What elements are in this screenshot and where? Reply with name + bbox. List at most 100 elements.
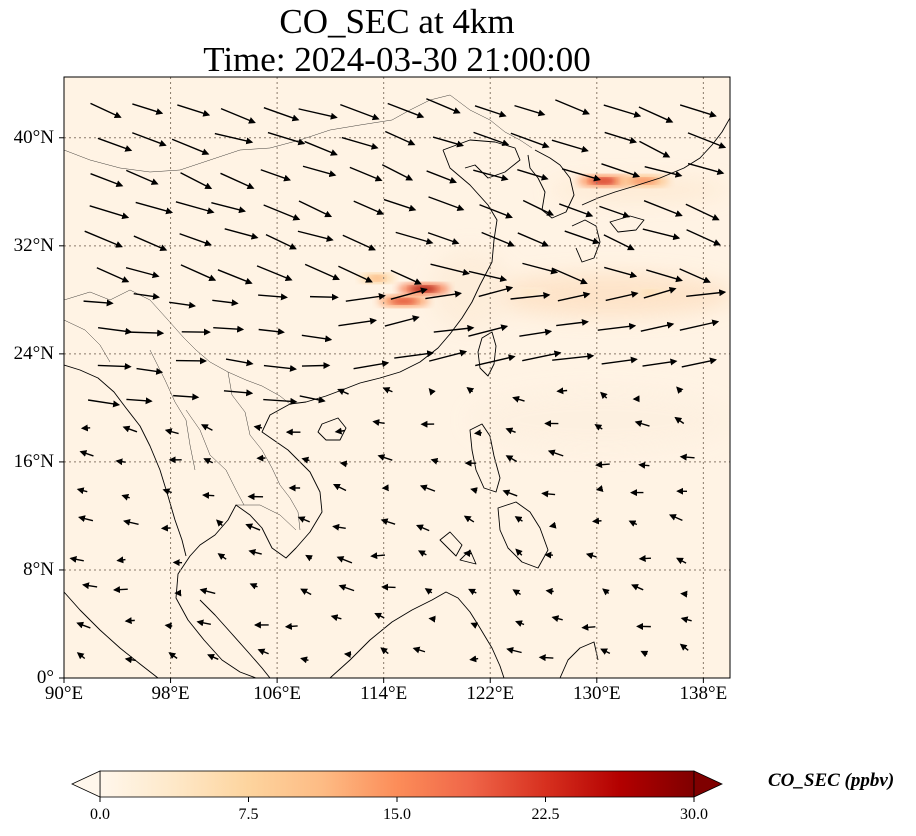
wind-arrow [686, 229, 721, 246]
wind-arrow [130, 329, 165, 337]
wind-arrow [426, 170, 458, 184]
lon-label: 130°E [572, 683, 621, 704]
wind-arrow [428, 387, 436, 396]
wind-arrow [258, 328, 285, 336]
wind-arrow [132, 103, 164, 115]
wind-arrow [284, 622, 298, 630]
border-thailand [185, 409, 245, 506]
wind-arrow [412, 646, 426, 654]
coastline-layer [64, 117, 730, 678]
wind-arrow [220, 172, 255, 189]
coastline-philippines-south [497, 501, 549, 569]
wind-arrow [301, 334, 333, 343]
wind-arrow [548, 521, 557, 529]
wind-arrow [547, 449, 564, 457]
border-cambodia [236, 504, 297, 531]
wind-arrow [687, 132, 727, 149]
lat-label: 0° [36, 667, 54, 688]
wind-arrow [133, 235, 168, 251]
wind-arrow [416, 524, 430, 532]
wind-arrow [211, 201, 246, 214]
wind-arrow [551, 267, 588, 285]
wind-arrow [679, 319, 720, 331]
lon-label: 114°E [360, 683, 408, 704]
co-hotspot [409, 286, 438, 293]
wind-arrow [538, 654, 554, 662]
wind-arrow [136, 367, 164, 375]
wind-arrow [225, 358, 254, 367]
wind-arrow [628, 520, 638, 527]
border-mongolia [64, 94, 451, 173]
wind-arrow [76, 487, 88, 495]
coastline-malay [199, 599, 271, 678]
wind-arrow [601, 163, 641, 178]
border-russia [449, 94, 533, 149]
wind-arrow [474, 105, 507, 118]
wind-arrow [382, 387, 393, 394]
wind-arrow [592, 517, 602, 525]
border-layer [64, 94, 533, 531]
wind-arrow [126, 169, 159, 185]
wind-arrow [338, 317, 378, 327]
wind-arrow [196, 619, 211, 627]
wind-arrow [180, 264, 217, 281]
wind-arrow [80, 424, 91, 432]
wind-arrow [203, 458, 214, 465]
wind-arrow [679, 453, 695, 461]
wind-vectors [69, 98, 727, 664]
wind-arrow [89, 205, 130, 220]
wind-arrow [212, 299, 239, 307]
wind-arrow [175, 201, 215, 215]
wind-arrow [330, 614, 342, 622]
lon-label: 138°E [679, 683, 728, 704]
wind-arrow [304, 140, 338, 156]
wind-arrow [169, 301, 196, 309]
wind-arrow [556, 318, 589, 327]
wind-arrow [332, 483, 347, 492]
wind-arrow [473, 169, 509, 182]
coastline-bohai [442, 139, 521, 179]
wind-arrow [78, 515, 94, 523]
wind-arrow [603, 104, 642, 118]
wind-arrow [179, 233, 212, 247]
wind-arrow [680, 590, 688, 598]
wind-arrow [597, 322, 637, 331]
wind-arrow [135, 201, 174, 215]
wind-arrow [224, 228, 259, 240]
wind-arrow [517, 232, 550, 247]
wind-arrow [473, 131, 510, 147]
wind-arrow [381, 164, 414, 181]
wind-arrow [679, 268, 711, 284]
wind-arrow [332, 523, 346, 531]
wind-arrow [646, 269, 683, 283]
wind-arrow [124, 656, 137, 664]
wind-arrow [390, 287, 428, 300]
wind-arrow [470, 487, 478, 494]
wind-arrow [216, 519, 224, 527]
wind-arrow [298, 200, 333, 218]
lon-label: 122°E [466, 683, 515, 704]
colorbar-tick-label: 22.5 [531, 806, 560, 823]
wind-arrow [390, 269, 422, 285]
wind-arrow [685, 203, 720, 221]
wind-arrow [555, 99, 590, 115]
wind-arrow [297, 230, 334, 242]
wind-arrow [339, 460, 348, 468]
wind-arrow [200, 424, 213, 431]
wind-arrow [249, 583, 258, 590]
wind-arrow [97, 326, 133, 335]
wind-arrow [603, 234, 635, 251]
wind-arrow [642, 358, 678, 367]
wind-arrow [475, 354, 516, 367]
wind-arrow [334, 427, 345, 435]
wind-arrow [300, 656, 309, 664]
wind-arrow [121, 493, 130, 501]
wind-arrow [424, 588, 433, 595]
wind-arrow [559, 203, 594, 218]
wind-arrow [341, 136, 379, 150]
colorbar-label: CO_SEC (ppbv) [768, 770, 895, 791]
wind-arrow [634, 420, 650, 427]
wind-arrow [112, 586, 128, 594]
wind-arrow [468, 324, 509, 337]
